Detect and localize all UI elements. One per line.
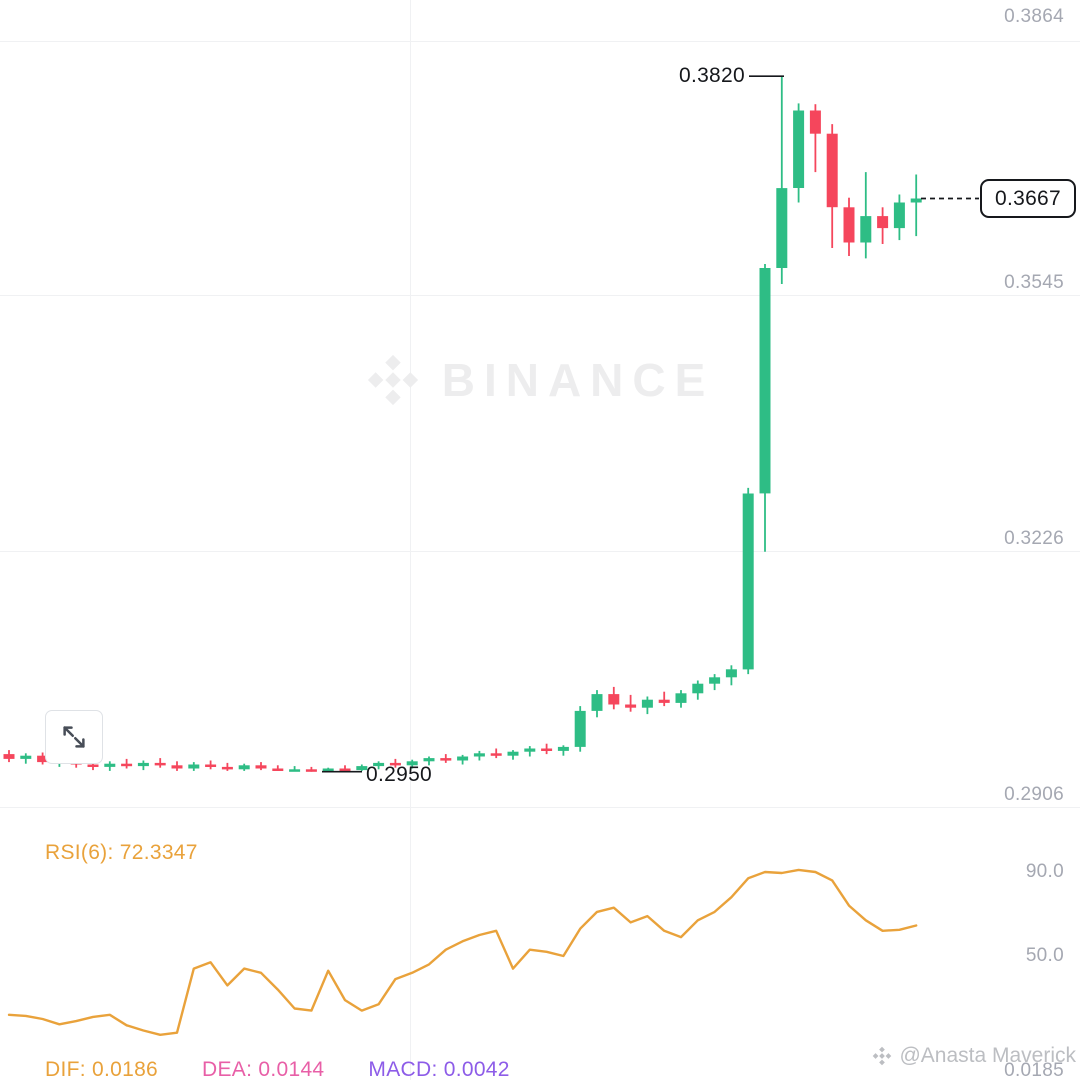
gridline-vertical <box>410 0 411 1080</box>
low-price-annotation: 0.2950 <box>366 762 433 786</box>
expand-icon <box>63 726 85 748</box>
gridline-horizontal <box>0 551 1080 552</box>
expand-chart-button[interactable] <box>45 710 103 764</box>
macd-dif-label: DIF: 0.0186 <box>45 1058 159 1080</box>
last-price-badge: 0.3667 <box>980 179 1076 218</box>
macd-label-row: DIF: 0.0186 DEA: 0.0144 MACD: 0.0042 <box>45 1058 510 1080</box>
gridline-horizontal <box>0 295 1080 296</box>
price-axis-tick: 0.3226 <box>1004 528 1064 549</box>
gridline-horizontal <box>0 41 1080 42</box>
macd-dea-label: DEA: 0.0144 <box>202 1058 325 1080</box>
price-axis-tick: 0.2906 <box>1004 784 1064 805</box>
binance-logo-icon <box>873 1046 892 1066</box>
high-price-annotation: 0.3820 <box>678 64 745 88</box>
price-axis-tick: 0.3545 <box>1004 272 1064 293</box>
rsi-value-label: RSI(6): 72.3347 <box>45 841 198 864</box>
rsi-axis-tick: 90.0 <box>1025 861 1064 882</box>
gridline-horizontal <box>0 807 1080 808</box>
credit-text: @Anasta Maverick <box>899 1044 1076 1067</box>
macd-axis-tick: 0.0185 <box>1004 1060 1064 1080</box>
credit-watermark: @Anasta Maverick <box>872 1044 1076 1068</box>
macd-macd-label: MACD: 0.0042 <box>368 1058 510 1080</box>
price-axis-tick: 0.3864 <box>1004 6 1064 27</box>
rsi-axis-tick: 50.0 <box>1025 945 1064 966</box>
